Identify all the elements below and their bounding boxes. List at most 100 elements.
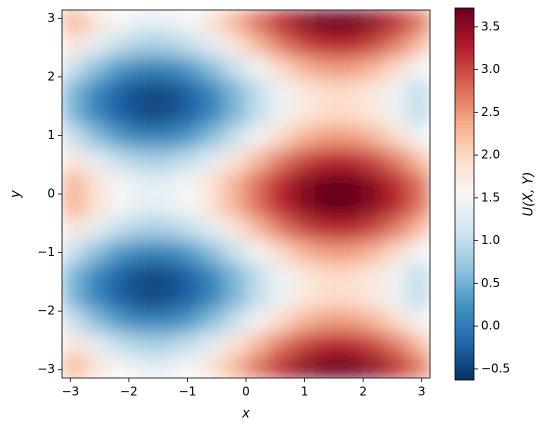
heatmap-cell bbox=[246, 240, 270, 264]
heatmap-cell bbox=[292, 217, 316, 241]
heatmap-cell bbox=[338, 332, 362, 356]
heatmap-cell bbox=[177, 148, 201, 172]
heatmap-cell bbox=[223, 263, 247, 287]
heatmap-cell bbox=[85, 102, 109, 126]
heatmap-cell bbox=[154, 79, 178, 103]
heatmap-cell bbox=[200, 263, 224, 287]
heatmap-cell bbox=[269, 194, 293, 218]
heatmap-cell bbox=[384, 332, 408, 356]
heatmap-cell bbox=[154, 56, 178, 80]
heatmap-cell bbox=[131, 286, 155, 310]
heatmap-cell bbox=[62, 10, 86, 34]
heatmap-cell bbox=[246, 102, 270, 126]
heatmap-cell bbox=[315, 263, 339, 287]
plot-area bbox=[62, 10, 430, 378]
heatmap-cell bbox=[62, 240, 86, 264]
heatmap-cell bbox=[384, 263, 408, 287]
heatmap-cell bbox=[223, 309, 247, 333]
heatmap-cell bbox=[407, 56, 430, 80]
heatmap-cell bbox=[269, 125, 293, 149]
heatmap-cell bbox=[338, 102, 362, 126]
heatmap-cell bbox=[384, 56, 408, 80]
heatmap-cell bbox=[269, 332, 293, 356]
heatmap-cell bbox=[223, 148, 247, 172]
heatmap-cell bbox=[269, 217, 293, 241]
heatmap-cell bbox=[407, 148, 430, 172]
heatmap-cell bbox=[246, 286, 270, 310]
heatmap-cell bbox=[338, 148, 362, 172]
heatmap-cell bbox=[154, 171, 178, 195]
colorbar-tick-label: 1.0 bbox=[481, 233, 500, 247]
heatmap-cell bbox=[223, 56, 247, 80]
heatmap-cell bbox=[407, 10, 430, 34]
heatmap-cell bbox=[361, 148, 385, 172]
heatmap-cell bbox=[85, 263, 109, 287]
heatmap-cell bbox=[292, 79, 316, 103]
heatmap-cell bbox=[131, 56, 155, 80]
heatmap-cell bbox=[269, 355, 293, 378]
colorbar-tick-label: 2.5 bbox=[481, 105, 500, 119]
heatmap-cell bbox=[223, 217, 247, 241]
heatmap-cell bbox=[246, 263, 270, 287]
x-tick-label: −2 bbox=[120, 385, 138, 399]
heatmap-cell bbox=[154, 102, 178, 126]
heatmap-cell bbox=[384, 33, 408, 57]
heatmap-cell bbox=[62, 33, 86, 57]
heatmap-cell bbox=[131, 171, 155, 195]
heatmap-cell bbox=[108, 309, 132, 333]
heatmap-cell bbox=[154, 194, 178, 218]
heatmap-cell bbox=[384, 240, 408, 264]
heatmap-cell bbox=[315, 10, 339, 34]
heatmap-cell bbox=[361, 10, 385, 34]
heatmap-cell bbox=[315, 286, 339, 310]
heatmap-cell bbox=[85, 33, 109, 57]
heatmap-cell bbox=[269, 56, 293, 80]
heatmap-cell bbox=[200, 286, 224, 310]
heatmap-cell bbox=[154, 263, 178, 287]
heatmap-cell bbox=[108, 33, 132, 57]
heatmap-cell bbox=[177, 102, 201, 126]
heatmap-cell bbox=[177, 240, 201, 264]
heatmap-cell bbox=[177, 217, 201, 241]
x-axis-label: x bbox=[241, 407, 250, 422]
heatmap-cell bbox=[338, 125, 362, 149]
heatmap-cell bbox=[108, 171, 132, 195]
heatmap-cell bbox=[131, 102, 155, 126]
colorbar-tick-label: 2.0 bbox=[481, 148, 500, 162]
heatmap-cell bbox=[85, 309, 109, 333]
heatmap-cell bbox=[384, 171, 408, 195]
heatmap-cell bbox=[154, 355, 178, 378]
y-tick-label: 1 bbox=[47, 128, 55, 142]
heatmap-cell bbox=[177, 332, 201, 356]
heatmap-cell bbox=[108, 240, 132, 264]
heatmap-cell bbox=[269, 240, 293, 264]
heatmap-cell bbox=[131, 10, 155, 34]
heatmap-cell bbox=[223, 286, 247, 310]
heatmap-cell bbox=[85, 79, 109, 103]
x-tick-label: 2 bbox=[359, 385, 367, 399]
y-tick-label: −1 bbox=[37, 245, 55, 259]
heatmap-cell bbox=[292, 240, 316, 264]
heatmap-cell bbox=[200, 148, 224, 172]
heatmap-cell bbox=[154, 217, 178, 241]
heatmap-cell bbox=[85, 56, 109, 80]
heatmap-cell bbox=[292, 102, 316, 126]
heatmap-cell bbox=[108, 79, 132, 103]
heatmap-cell bbox=[361, 217, 385, 241]
heatmap-cell bbox=[338, 194, 362, 218]
heatmap-cell bbox=[269, 79, 293, 103]
heatmap-cell bbox=[384, 217, 408, 241]
heatmap-cell bbox=[154, 240, 178, 264]
heatmap-cell bbox=[223, 355, 247, 378]
heatmap-cell bbox=[361, 332, 385, 356]
heatmap-cell bbox=[223, 194, 247, 218]
heatmap-cell bbox=[108, 102, 132, 126]
heatmap-cell bbox=[85, 148, 109, 172]
heatmap-cell bbox=[246, 56, 270, 80]
y-axis-label: y bbox=[9, 190, 24, 199]
colorbar-tick-label: 0.0 bbox=[481, 319, 500, 333]
heatmap-cell bbox=[108, 56, 132, 80]
heatmap-cell bbox=[407, 79, 430, 103]
heatmap-cell bbox=[315, 56, 339, 80]
